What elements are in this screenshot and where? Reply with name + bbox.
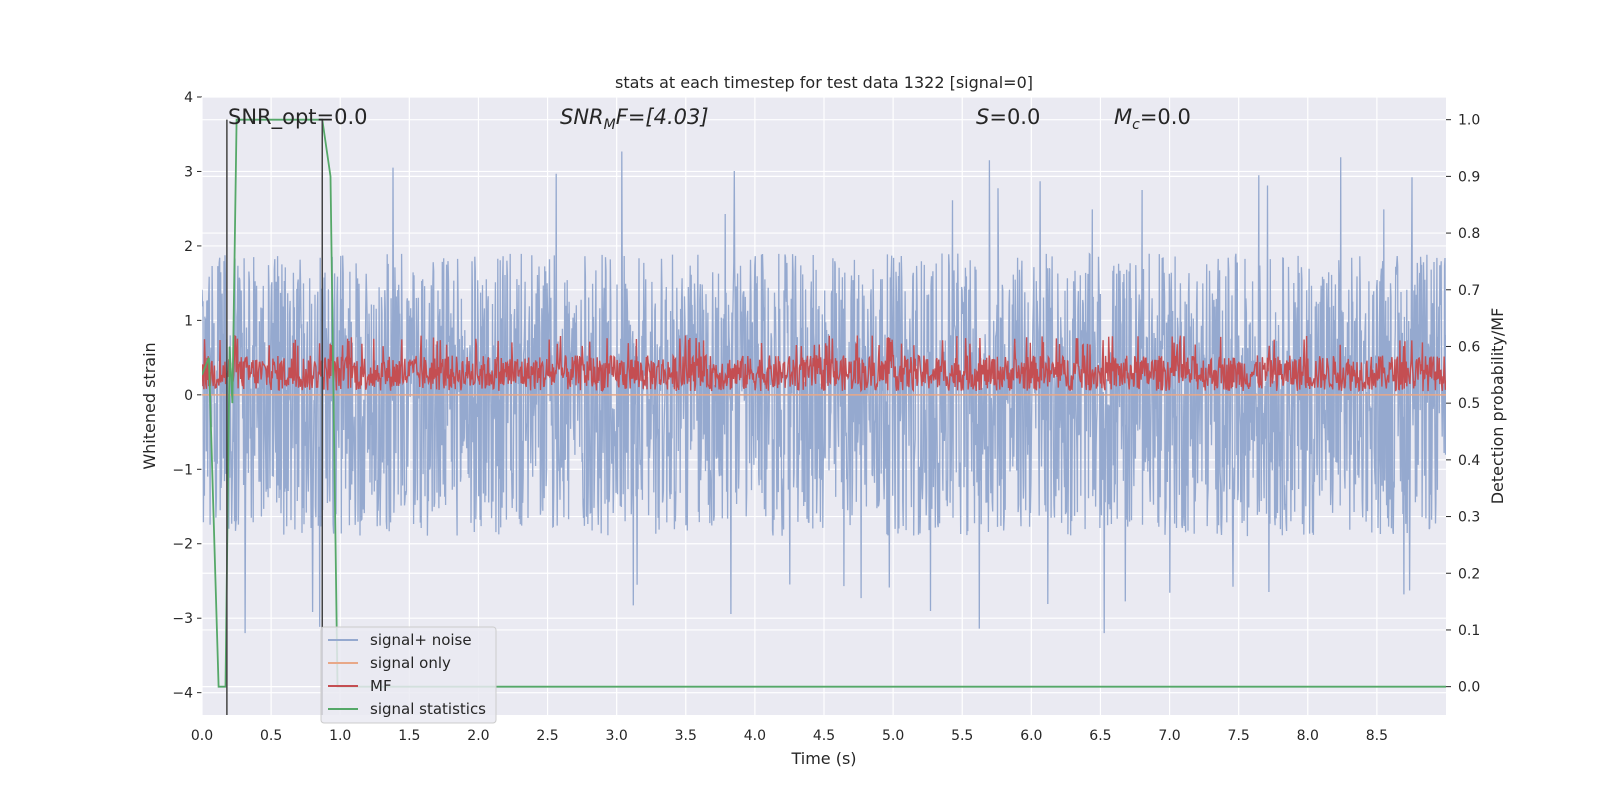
y-axis-label-right: Detection probability/MF <box>1488 308 1507 505</box>
x-tick-label-5: 2.5 <box>536 728 558 744</box>
x-tick-label-14: 7.0 <box>1158 728 1180 744</box>
y-tick-label-left-1: 3 <box>184 164 193 180</box>
x-tick-label-13: 6.5 <box>1089 728 1111 744</box>
y-tick-label-right-3: 0.7 <box>1458 283 1480 299</box>
legend-label-signal-statistics: signal statistics <box>370 700 486 718</box>
y-tick-label-left-5: −1 <box>172 462 193 478</box>
legend-label-mf: MF <box>370 677 392 695</box>
y-tick-label-right-8: 0.2 <box>1458 566 1480 582</box>
y-tick-label-left-3: 1 <box>184 313 193 329</box>
x-tick-label-16: 8.0 <box>1297 728 1319 744</box>
y-axis-label-left: Whitened strain <box>140 342 159 469</box>
y-tick-label-right-6: 0.4 <box>1458 453 1480 469</box>
x-tick-label-1: 0.5 <box>260 728 282 744</box>
x-tick-label-17: 8.5 <box>1366 728 1388 744</box>
annotation-snr-mf-sub: M <box>604 117 616 133</box>
annotation-mc-sub: c <box>1132 117 1140 133</box>
x-tick-label-3: 1.5 <box>398 728 420 744</box>
y-tick-labels-left: 4 3 2 1 0 −1 −2 −3 −4 <box>172 90 193 702</box>
annotation-mc: Mc=0.0 <box>1114 105 1191 133</box>
annotation-s: S=0.0 <box>976 105 1040 129</box>
annotation-mc-main: M <box>1114 105 1132 129</box>
y-tick-label-left-7: −3 <box>172 611 193 627</box>
y-tick-label-right-4: 0.6 <box>1458 339 1480 355</box>
annotation-snr-mf-main: SNR <box>560 105 604 129</box>
x-tick-label-4: 2.0 <box>467 728 489 744</box>
legend-box <box>320 626 497 724</box>
y-tick-label-left-0: 4 <box>184 90 193 106</box>
y-tick-label-right-10: 0.0 <box>1458 680 1480 696</box>
y-tick-label-left-4: 0 <box>184 388 193 404</box>
x-tick-label-2: 1.0 <box>329 728 351 744</box>
series-signal-noise-line <box>202 151 1446 634</box>
x-tick-label-9: 4.5 <box>813 728 835 744</box>
x-tick-label-7: 3.5 <box>675 728 697 744</box>
y-tick-label-right-7: 0.3 <box>1458 510 1480 526</box>
x-tick-label-0: 0.0 <box>191 728 213 744</box>
chart-title: stats at each timestep for test data 132… <box>615 73 1033 92</box>
annotation-snr-mf: SNRMF=[4.03] <box>560 105 709 133</box>
vertical-markers <box>226 119 324 715</box>
y-tick-label-left-2: 2 <box>184 239 193 255</box>
x-tick-labels: 0.0 0.5 1.0 1.5 2.0 2.5 3.0 3.5 4.0 4.5 5.0 5.5 6.0 6… <box>191 728 1388 744</box>
x-tick-label-10: 5.0 <box>882 728 904 744</box>
y-tick-label-right-9: 0.1 <box>1458 623 1480 639</box>
legend-label-signal-noise: signal+ noise <box>370 631 472 649</box>
annotation-snr-mf-rest: F=[4.03] <box>616 105 709 129</box>
x-tick-label-8: 4.0 <box>744 728 766 744</box>
x-tick-label-11: 5.5 <box>951 728 973 744</box>
legend-label-signal-only: signal only <box>370 654 451 672</box>
y-tick-label-right-0: 1.0 <box>1458 113 1480 129</box>
y-tick-labels-right: 1.0 0.9 0.8 0.7 0.6 0.5 0.4 0.3 0.2 0.1 0.0 <box>1458 113 1480 696</box>
annotation-mc-rest: =0.0 <box>1140 105 1191 129</box>
y-tick-label-right-5: 0.5 <box>1458 396 1480 412</box>
x-tick-label-12: 6.0 <box>1020 728 1042 744</box>
x-tick-label-6: 3.0 <box>606 728 628 744</box>
annotation-s-rest: =0.0 <box>989 105 1040 129</box>
y-tick-label-left-8: −4 <box>172 686 193 702</box>
y-tick-label-left-6: −2 <box>172 537 193 553</box>
legend: signal+ noise signal only MF signal stat… <box>320 626 497 724</box>
annotation-snr-opt: SNR_opt=0.0 <box>228 105 368 130</box>
annotation-s-main: S <box>976 105 989 129</box>
y-tick-label-right-1: 0.9 <box>1458 169 1480 185</box>
x-tick-label-15: 7.5 <box>1228 728 1250 744</box>
y-tick-label-right-2: 0.8 <box>1458 226 1480 242</box>
series-mf-line <box>202 334 1446 393</box>
x-axis-label: Time (s) <box>790 749 856 768</box>
